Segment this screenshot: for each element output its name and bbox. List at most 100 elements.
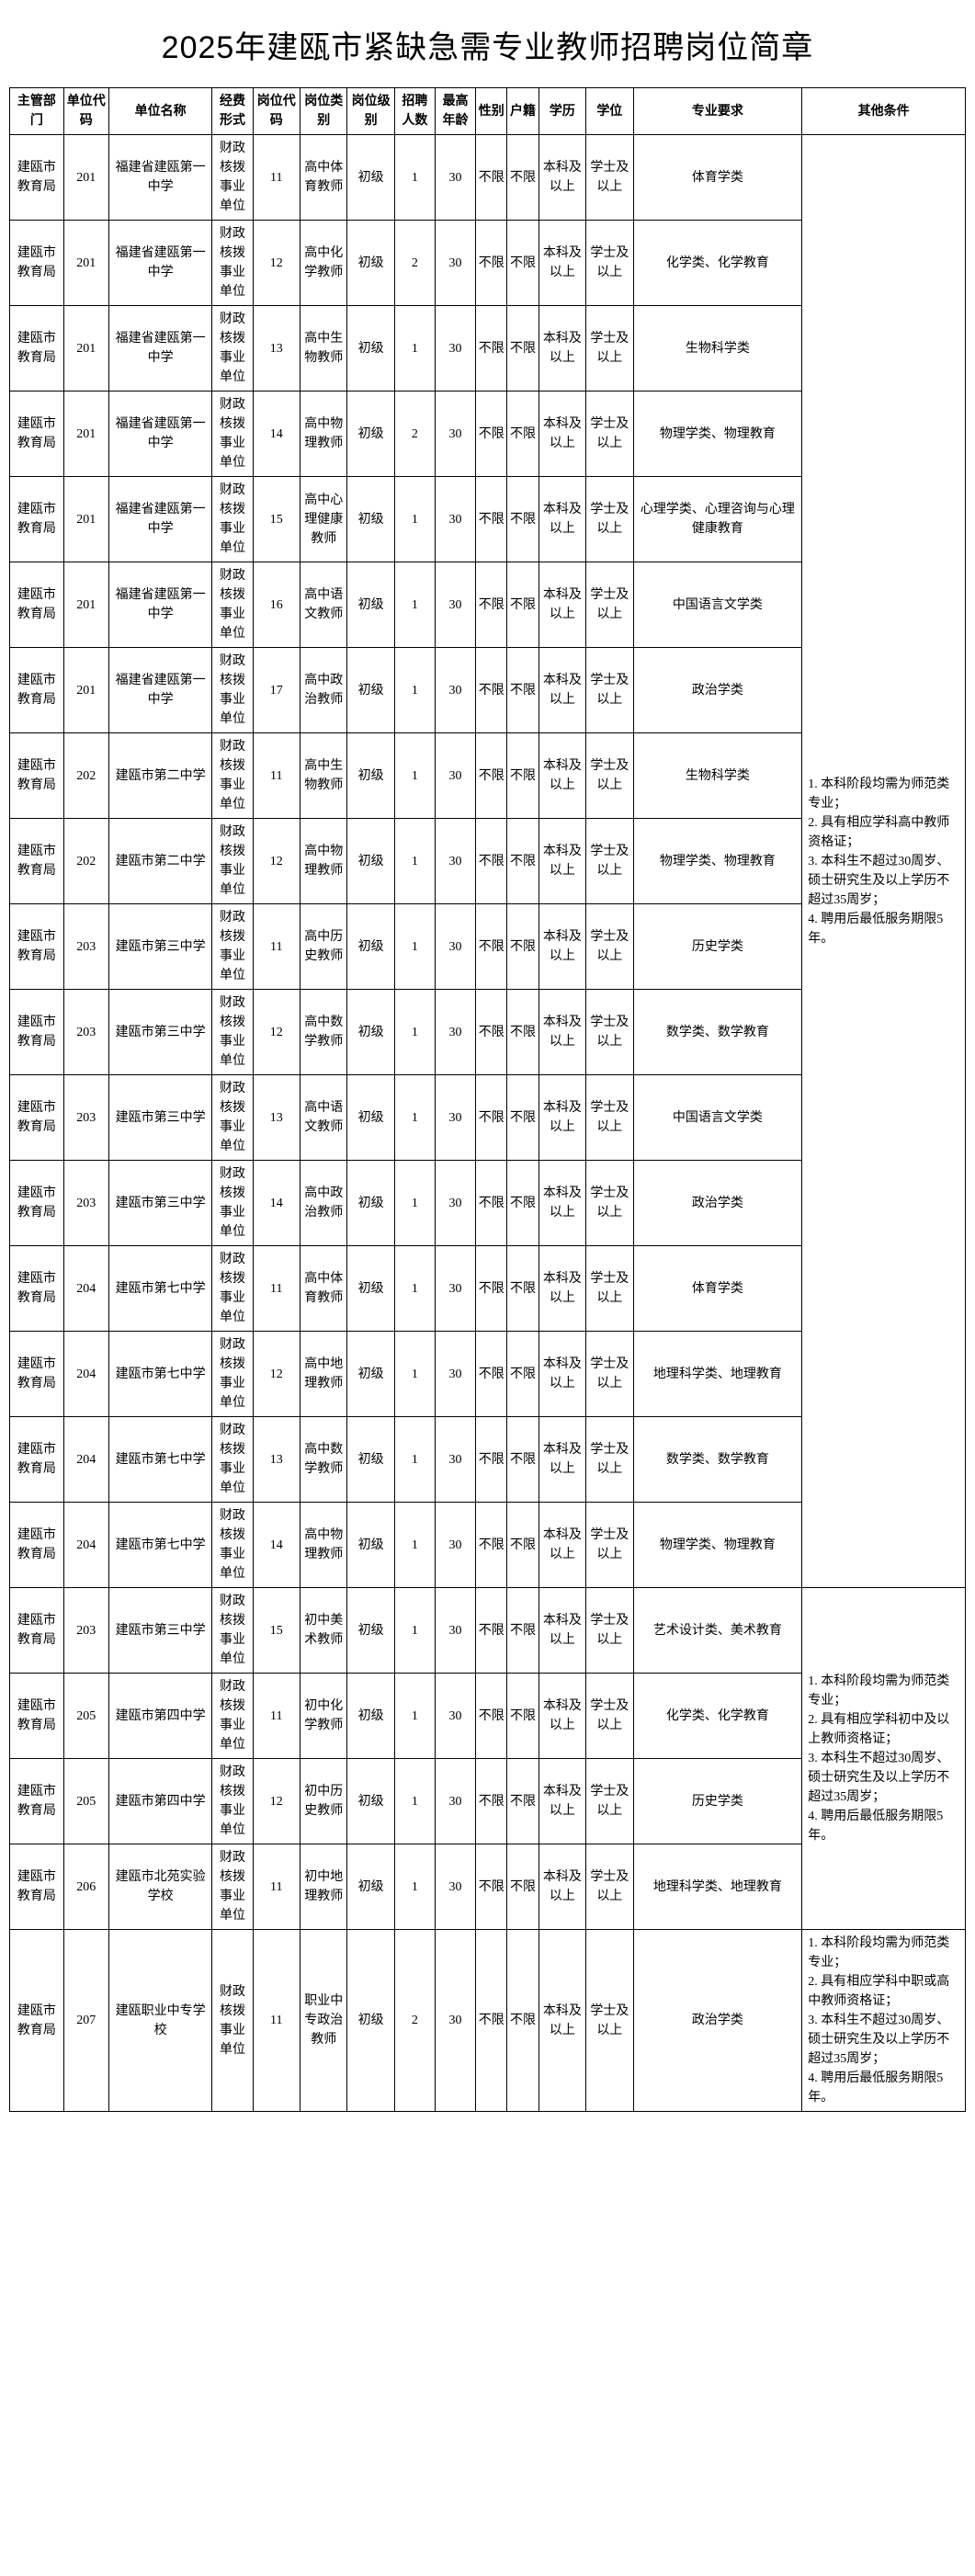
cell-num: 1 [394, 1161, 435, 1246]
cell-plvl: 初级 [347, 1674, 394, 1759]
cell-xuewei: 学士及以上 [586, 990, 633, 1075]
cell-fund: 财政核拨事业单位 [212, 648, 253, 733]
cell-xueli: 本科及以上 [539, 648, 585, 733]
cell-fund: 财政核拨事业单位 [212, 562, 253, 648]
cell-hukou: 不限 [507, 135, 539, 221]
cell-dept: 建瓯市教育局 [10, 1844, 64, 1930]
cell-hukou: 不限 [507, 1417, 539, 1503]
cell-sex: 不限 [476, 990, 507, 1075]
cell-xuewei: 学士及以上 [586, 1503, 633, 1588]
cell-fund: 财政核拨事业单位 [212, 819, 253, 904]
cell-plvl: 初级 [347, 477, 394, 562]
cell-dept: 建瓯市教育局 [10, 477, 64, 562]
cell-num: 1 [394, 1417, 435, 1503]
cell-pcode: 12 [253, 1759, 300, 1844]
cell-dept: 建瓯市教育局 [10, 562, 64, 648]
th-fund: 经费形式 [212, 88, 253, 135]
cell-major: 地理科学类、地理教育 [633, 1844, 802, 1930]
cell-ucode: 202 [63, 733, 108, 819]
cell-uname: 福建省建瓯第一中学 [108, 562, 212, 648]
cell-num: 1 [394, 562, 435, 648]
cell-num: 1 [394, 648, 435, 733]
cell-major: 物理学类、物理教育 [633, 1503, 802, 1588]
cell-xueli: 本科及以上 [539, 1417, 585, 1503]
cell-age: 30 [435, 1417, 475, 1503]
cell-pcode: 12 [253, 819, 300, 904]
cell-dept: 建瓯市教育局 [10, 1759, 64, 1844]
cell-fund: 财政核拨事业单位 [212, 1844, 253, 1930]
cell-ucode: 205 [63, 1674, 108, 1759]
cell-uname: 建瓯市第三中学 [108, 990, 212, 1075]
cell-hukou: 不限 [507, 562, 539, 648]
cell-ptype: 高中地理教师 [300, 1332, 347, 1417]
cell-hukou: 不限 [507, 1930, 539, 2112]
cell-uname: 建瓯市北苑实验学校 [108, 1844, 212, 1930]
cell-plvl: 初级 [347, 221, 394, 306]
cell-ucode: 201 [63, 306, 108, 392]
cell-ptype: 高中生物教师 [300, 733, 347, 819]
th-pcode: 岗位代码 [253, 88, 300, 135]
cell-hukou: 不限 [507, 306, 539, 392]
cell-sex: 不限 [476, 1246, 507, 1332]
cell-num: 1 [394, 1759, 435, 1844]
cell-dept: 建瓯市教育局 [10, 1332, 64, 1417]
th-xueli: 学历 [539, 88, 585, 135]
cell-major: 生物科学类 [633, 733, 802, 819]
cell-xueli: 本科及以上 [539, 1844, 585, 1930]
cell-plvl: 初级 [347, 1930, 394, 2112]
cell-sex: 不限 [476, 1161, 507, 1246]
cell-uname: 建瓯市第三中学 [108, 1588, 212, 1674]
cell-sex: 不限 [476, 1674, 507, 1759]
table-row: 建瓯市教育局201福建省建瓯第一中学财政核拨事业单位11高中体育教师初级130不… [10, 135, 966, 221]
cell-plvl: 初级 [347, 392, 394, 477]
cell-sex: 不限 [476, 819, 507, 904]
cell-hukou: 不限 [507, 733, 539, 819]
cell-major: 数学类、数学教育 [633, 1417, 802, 1503]
cell-plvl: 初级 [347, 1161, 394, 1246]
cell-hukou: 不限 [507, 1503, 539, 1588]
th-plvl: 岗位级别 [347, 88, 394, 135]
cell-num: 2 [394, 221, 435, 306]
cell-fund: 财政核拨事业单位 [212, 135, 253, 221]
cell-num: 1 [394, 1246, 435, 1332]
cell-dept: 建瓯市教育局 [10, 135, 64, 221]
cell-pcode: 11 [253, 135, 300, 221]
cell-xueli: 本科及以上 [539, 1161, 585, 1246]
cell-fund: 财政核拨事业单位 [212, 1075, 253, 1161]
cell-plvl: 初级 [347, 1503, 394, 1588]
cell-pcode: 11 [253, 1930, 300, 2112]
cell-plvl: 初级 [347, 1246, 394, 1332]
cell-age: 30 [435, 1503, 475, 1588]
cell-hukou: 不限 [507, 477, 539, 562]
cell-xuewei: 学士及以上 [586, 1844, 633, 1930]
cell-plvl: 初级 [347, 306, 394, 392]
cell-plvl: 初级 [347, 1332, 394, 1417]
cell-ucode: 201 [63, 648, 108, 733]
cell-uname: 福建省建瓯第一中学 [108, 135, 212, 221]
cell-sex: 不限 [476, 1930, 507, 2112]
cell-ucode: 204 [63, 1503, 108, 1588]
cell-xuewei: 学士及以上 [586, 1674, 633, 1759]
cell-hukou: 不限 [507, 1075, 539, 1161]
cell-hukou: 不限 [507, 1674, 539, 1759]
cell-major: 政治学类 [633, 648, 802, 733]
cell-pcode: 13 [253, 1075, 300, 1161]
th-major: 专业要求 [633, 88, 802, 135]
cell-uname: 建瓯市第七中学 [108, 1332, 212, 1417]
cell-age: 30 [435, 1674, 475, 1759]
cell-xuewei: 学士及以上 [586, 648, 633, 733]
cell-uname: 建瓯市第二中学 [108, 819, 212, 904]
cell-num: 1 [394, 1588, 435, 1674]
cell-xueli: 本科及以上 [539, 392, 585, 477]
cell-fund: 财政核拨事业单位 [212, 1674, 253, 1759]
cell-xueli: 本科及以上 [539, 221, 585, 306]
th-dept: 主管部门 [10, 88, 64, 135]
cell-plvl: 初级 [347, 135, 394, 221]
cell-dept: 建瓯市教育局 [10, 648, 64, 733]
cell-age: 30 [435, 1759, 475, 1844]
cell-sex: 不限 [476, 1588, 507, 1674]
cell-sex: 不限 [476, 648, 507, 733]
cell-ucode: 203 [63, 1588, 108, 1674]
cell-ucode: 203 [63, 904, 108, 990]
cell-uname: 建瓯市第七中学 [108, 1503, 212, 1588]
